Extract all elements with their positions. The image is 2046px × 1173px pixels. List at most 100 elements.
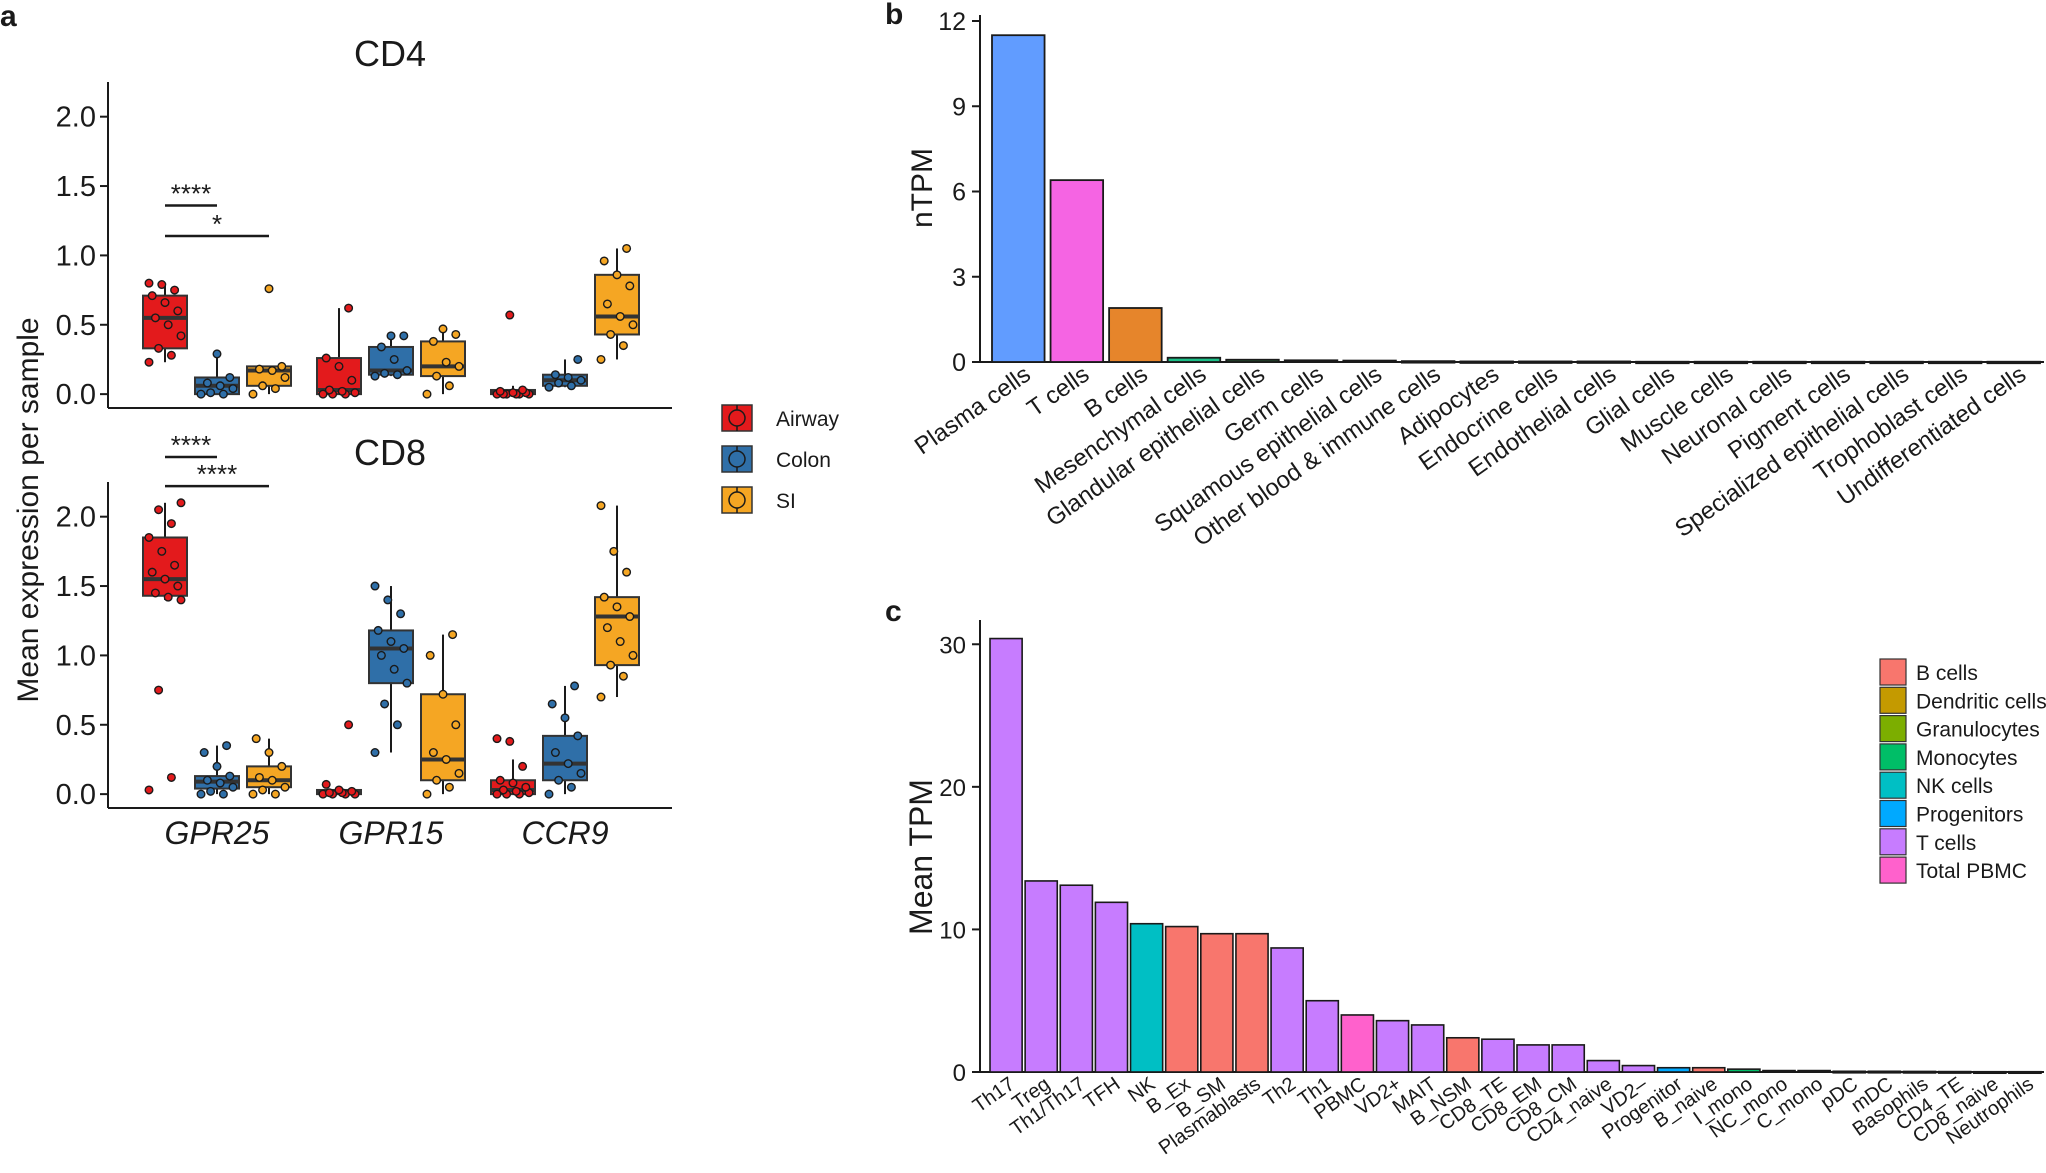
cd8-ccr9-airway-data-point	[498, 785, 508, 795]
cd4-gpr25-airway-data-point	[176, 331, 186, 341]
cd8-significance-label: ****	[197, 459, 237, 489]
cd8-gpr25-airway-data-point	[147, 567, 157, 577]
cd4-significance-label: *	[212, 209, 222, 239]
cd8-gpr15-si-data-point	[448, 630, 458, 640]
legend-label-dendritic-cells: Dendritic cells	[1916, 690, 2046, 713]
bar-cd8-cm	[1551, 1044, 1586, 1073]
bar-th1	[1305, 999, 1340, 1073]
legend-label-t-cells: T cells	[1916, 832, 1976, 855]
cd8-gpr25-airway-data-point	[154, 685, 164, 695]
cd4-ccr9-si-data-point	[606, 329, 616, 339]
cd8-gpr15-colon-data-point	[392, 720, 402, 730]
cd8-y-tick-label: 0.5	[56, 710, 96, 742]
legend-swatch-dendritic-cells	[1879, 686, 1907, 714]
legend-label-nk-cells: NK cells	[1916, 775, 1993, 798]
cd4-ccr9-airway-data-point	[495, 386, 505, 396]
bar-progenitor	[1656, 1066, 1691, 1073]
cd8-gpr25-colon-data-point	[215, 778, 225, 788]
panel-label-b: b	[885, 0, 903, 31]
cd4-y-tick-label: 1.5	[56, 171, 96, 203]
cd4-gpr25-colon-data-point	[212, 349, 222, 359]
facet-cd4: CD4 0.0 0.5 1.0 1.5 2.0 *****	[56, 33, 672, 411]
panel-b-y-tick-label: 12	[938, 8, 966, 36]
cd4-gpr25-si-data-point	[280, 372, 290, 382]
cd4-y-tick-label: 1.0	[56, 240, 96, 272]
cd4-gpr15-si-data-point	[444, 381, 454, 391]
cd4-gpr25-si-data-point	[254, 364, 264, 374]
cd8-gpr15-colon-data-point	[370, 748, 380, 758]
cd4-gpr15-airway-data-point	[350, 388, 360, 398]
bar-mait	[1410, 1024, 1445, 1073]
cd8-gpr25-colon-data-point	[225, 771, 235, 781]
cd4-gpr15-si-box	[420, 340, 466, 378]
bar-plasmablasts	[1235, 932, 1269, 1073]
bar-cd4-naive	[1586, 1059, 1621, 1073]
cd8-significance-label: ****	[171, 430, 211, 460]
category-label-ccr9: CCR9	[521, 815, 608, 851]
legend-swatch-monocytes	[1879, 743, 1907, 771]
cd4-gpr25-colon-data-point	[196, 389, 206, 399]
cd8-ccr9-si-data-point	[622, 567, 632, 577]
cd4-gpr25-colon-data-point	[202, 378, 212, 388]
cd8-gpr15-colon-data-point	[373, 625, 383, 635]
cd8-gpr15-colon-data-point	[383, 595, 393, 605]
cd4-gpr25-airway-data-point	[150, 313, 160, 323]
bar-i-mono	[1727, 1068, 1761, 1073]
cd8-ccr9-colon-data-point	[576, 768, 586, 778]
cd4-gpr15-airway-data-point	[321, 353, 331, 363]
panel-label-c: c	[885, 595, 902, 628]
panel-c-y-tick-label: 30	[939, 632, 966, 659]
legend-label-progenitors: Progenitors	[1916, 804, 2023, 827]
bar-glial-cells	[1635, 360, 1690, 365]
cd4-ccr9-colon-data-point	[544, 382, 554, 392]
cd4-gpr15-si-data-point	[422, 389, 432, 399]
cd4-gpr25-airway-data-point	[163, 320, 173, 330]
panel-c-y-tick-label: 0	[953, 1060, 966, 1087]
cd8-gpr15-si-data-point	[432, 775, 442, 785]
legend-swatch-total-pbmc	[1879, 856, 1907, 884]
cd4-gpr15-colon-data-point	[402, 366, 412, 376]
bar-glandular-epithelial-cells	[1225, 358, 1280, 363]
panel-c-y-tick-label: 20	[939, 775, 966, 802]
cd4-gpr15-airway-data-point	[334, 361, 344, 371]
bar-germ-cells	[1283, 359, 1339, 363]
panel-b-y-tick-label: 6	[952, 179, 966, 207]
cd8-gpr15-si-box	[420, 693, 466, 782]
legend-label-si: SI	[776, 490, 796, 513]
facet-title-cd8: CD8	[354, 432, 426, 473]
cd4-ccr9-si-data-point	[612, 270, 622, 280]
bar-neutrophils	[2008, 1070, 2042, 1075]
bar-adipocytes	[1459, 360, 1514, 364]
cd4-gpr15-si-data-point	[432, 371, 442, 381]
cd8-gpr15-si-data-point	[441, 754, 451, 764]
cd4-gpr15-colon-data-point	[389, 354, 399, 364]
cd4-gpr25-si-data-point	[267, 366, 277, 376]
bar-undifferentiated-cells	[1986, 360, 2041, 365]
cd8-gpr25-si-data-point	[248, 789, 258, 799]
bar-b-naive	[1691, 1066, 1726, 1073]
legend-label-monocytes: Monocytes	[1916, 747, 2018, 770]
cd4-gpr25-airway-data-point	[144, 357, 154, 367]
cd4-gpr15-colon-data-point	[370, 371, 380, 381]
cd8-ccr9-si-data-point	[602, 623, 612, 633]
facet-title-cd4: CD4	[354, 33, 426, 74]
bar-neuronal-cells	[1752, 360, 1807, 365]
legend-label-airway: Airway	[776, 408, 840, 431]
cd8-gpr25-si-data-point	[258, 785, 268, 795]
cd8-ccr9-airway-data-point	[505, 736, 515, 746]
cd8-gpr15-airway-data-point	[324, 788, 334, 798]
cd8-y-tick-label: 1.0	[56, 640, 96, 672]
cd4-gpr15-colon-data-point	[376, 342, 386, 352]
cd8-gpr25-airway-data-point	[166, 772, 176, 782]
cd4-ccr9-colon-data-point	[563, 372, 573, 382]
cd4-ccr9-colon-data-point	[576, 375, 586, 385]
cd4-ccr9-si-data-point	[622, 243, 632, 253]
panel-a-boxplots: Mean expression per sample CD4 0.0 0.5 1.0…	[12, 33, 840, 851]
cd8-ccr9-si-data-point	[618, 671, 628, 681]
cd8-gpr25-airway-data-point	[166, 519, 176, 529]
cd8-ccr9-colon-data-point	[573, 731, 583, 741]
cd8-gpr15-si-data-point	[444, 782, 454, 792]
cd4-ccr9-airway-data-point	[518, 385, 528, 395]
panel-b-y-tick-label: 3	[952, 264, 966, 292]
